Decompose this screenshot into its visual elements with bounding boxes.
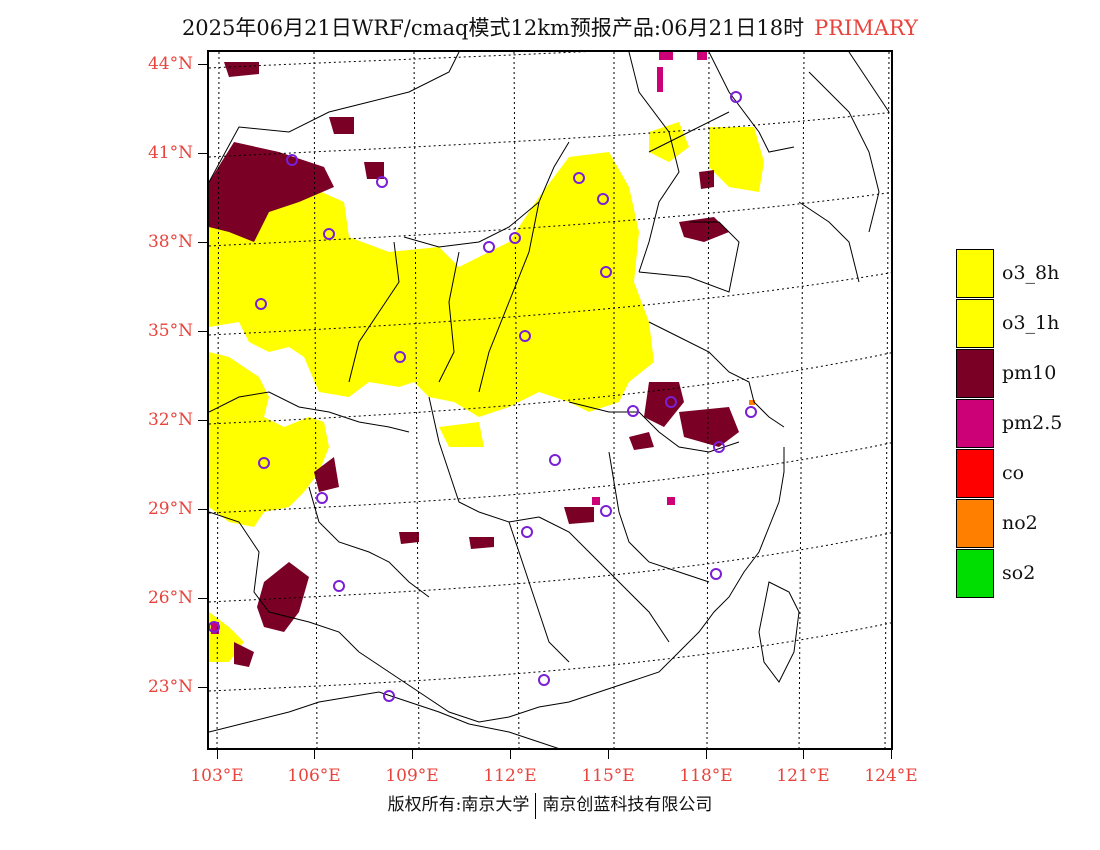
copyright-footer: 版权所有:南京大学 南京创蓝科技有限公司 [0, 790, 1100, 819]
lat-tick [198, 331, 207, 332]
lat-tick [198, 242, 207, 243]
lat-tick [198, 153, 207, 154]
lon-tick [706, 750, 707, 759]
lat-label-26: 26°N [147, 588, 193, 608]
legend-swatch [956, 499, 994, 548]
lon-tick [510, 750, 511, 759]
legend-label: o3_1h [1002, 312, 1060, 334]
legend-label: o3_8h [1002, 262, 1060, 284]
legend-label: so2 [1002, 562, 1036, 584]
pm25-spots [211, 52, 707, 634]
legend-label: pm2.5 [1002, 412, 1063, 434]
title-tag: PRIMARY [814, 16, 919, 40]
legend-item-pm10: pm10 [956, 349, 1100, 399]
legend-label: no2 [1002, 512, 1038, 534]
map-area[interactable] [207, 50, 893, 750]
legend-item-pm25: pm2.5 [956, 399, 1100, 449]
lat-label-35: 35°N [147, 321, 193, 341]
lon-label-115: 115°E [581, 766, 635, 786]
lon-tick [803, 750, 804, 759]
footer-left: 版权所有:南京大学 [387, 795, 530, 815]
legend-swatch [956, 399, 994, 448]
pollution-map [209, 52, 891, 748]
legend-item-co: co [956, 449, 1100, 499]
ozone-regions [209, 122, 764, 662]
lon-label-103: 103°E [190, 766, 244, 786]
lon-label-112: 112°E [483, 766, 537, 786]
pm10-regions [209, 62, 739, 667]
lon-label-109: 109°E [385, 766, 439, 786]
title-main: 2025年06月21日WRF/cmaq模式12km预报产品:06月21日18时 [181, 16, 805, 40]
lat-label-32: 32°N [147, 410, 193, 430]
lat-label-41: 41°N [147, 143, 193, 163]
lon-tick [891, 750, 892, 759]
boundary-lines [209, 52, 890, 748]
lon-label-118: 118°E [679, 766, 733, 786]
lat-label-29: 29°N [147, 499, 193, 519]
lon-tick [608, 750, 609, 759]
legend-item-no2: no2 [956, 499, 1100, 549]
footer-divider [535, 792, 537, 819]
map-title: 2025年06月21日WRF/cmaq模式12km预报产品:06月21日18时 P… [0, 12, 1100, 42]
legend-swatch [956, 299, 994, 348]
lat-label-38: 38°N [147, 232, 193, 252]
legend-swatch [956, 349, 994, 398]
no2-spot [749, 400, 755, 405]
legend-item-o3-8h: o3_8h [956, 249, 1100, 299]
lat-tick [198, 598, 207, 599]
station-markers [209, 91, 757, 702]
lon-tick [412, 750, 413, 759]
lon-tick [217, 750, 218, 759]
lat-tick [198, 420, 207, 421]
lat-tick [198, 509, 207, 510]
lon-label-124: 124°E [864, 766, 918, 786]
lon-label-106: 106°E [287, 766, 341, 786]
lat-label-44: 44°N [147, 54, 193, 74]
legend-label: co [1002, 462, 1025, 484]
lon-label-121: 121°E [776, 766, 830, 786]
legend-item-o3-1h: o3_1h [956, 299, 1100, 349]
lon-tick [314, 750, 315, 759]
legend-label: pm10 [1002, 362, 1057, 384]
legend-swatch [956, 549, 994, 598]
lat-tick [198, 64, 207, 65]
lat-label-23: 23°N [147, 677, 193, 697]
footer-right: 南京创蓝科技有限公司 [542, 795, 713, 815]
legend-item-so2: so2 [956, 549, 1100, 599]
legend-swatch [956, 449, 994, 498]
graticule [209, 52, 891, 748]
legend-swatch [956, 249, 994, 298]
lat-tick [198, 687, 207, 688]
